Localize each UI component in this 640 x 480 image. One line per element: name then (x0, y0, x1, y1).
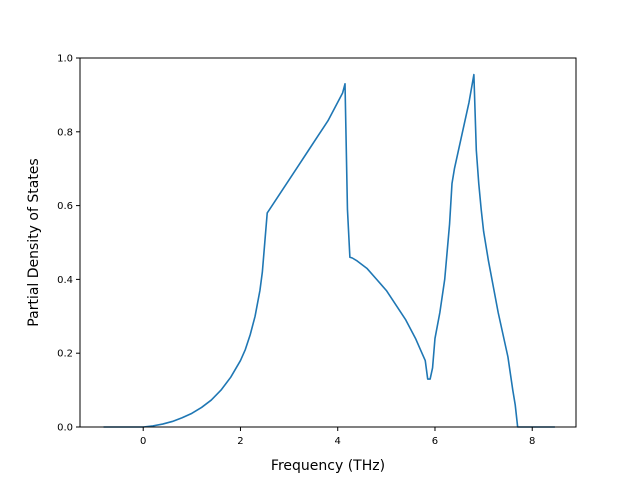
y-tick-label-3: 0.6 (57, 201, 73, 212)
y-tick-label-2: 0.4 (57, 275, 73, 286)
y-tick-label-1: 0.2 (57, 349, 73, 360)
plot-frame (79, 57, 577, 428)
x-tick-label-1: 2 (237, 436, 243, 447)
series-line-0 (103, 73, 555, 428)
x-tick-label-0: 0 (140, 436, 146, 447)
x-tick-label-2: 4 (335, 436, 341, 447)
x-axis-label: Frequency (THz) (271, 458, 385, 474)
plot-area: 0 2 4 6 8 0.0 0.2 0.4 0.6 0.8 1.0 (57, 54, 577, 447)
x-tick-label-3: 6 (432, 436, 438, 447)
y-tick-label-0: 0.0 (57, 423, 73, 434)
y-axis-label: Partial Density of States (26, 158, 42, 326)
y-tick-label-4: 0.8 (57, 127, 73, 138)
y-tick-label-5: 1.0 (57, 54, 73, 65)
x-tick-label-4: 8 (529, 436, 535, 447)
